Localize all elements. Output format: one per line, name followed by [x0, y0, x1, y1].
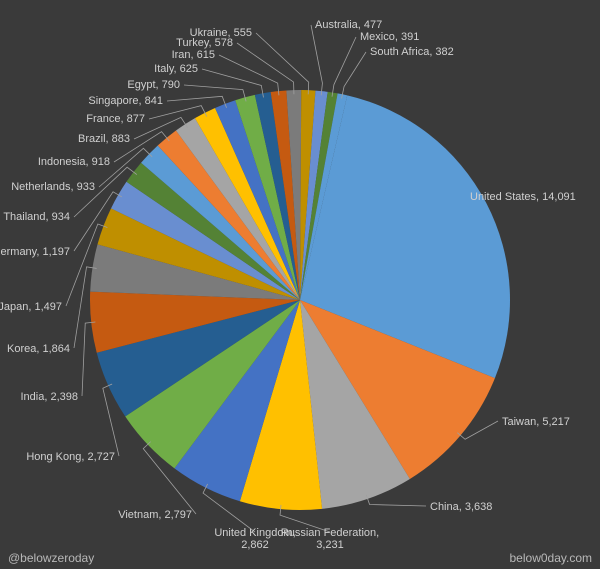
slice-label: Iran, 615 [172, 49, 215, 61]
slice-label: Taiwan, 5,217 [502, 416, 570, 428]
slice-label: India, 2,398 [21, 391, 79, 403]
slice-label: China, 3,638 [430, 501, 492, 513]
slice-label: Brazil, 883 [78, 133, 130, 145]
slice-label: France, 877 [86, 113, 145, 125]
slice-label: Japan, 1,497 [0, 301, 62, 313]
slice-label: Indonesia, 918 [38, 156, 110, 168]
slice-label: United Kingdom, [214, 527, 295, 539]
slice-label: Netherlands, 933 [11, 181, 95, 193]
footer-left: @belowzeroday [8, 551, 94, 565]
slice-label: Vietnam, 2,797 [118, 509, 192, 521]
slice-label: United States, 14,091 [470, 191, 576, 203]
slice-label: Korea, 1,864 [7, 343, 70, 355]
slice-label: Hong Kong, 2,727 [26, 451, 115, 463]
pie-chart: United States, 14,091 Taiwan, 5,217 China,… [0, 0, 600, 569]
slice-label: Australia, 477 [315, 19, 382, 31]
slice-label: Singapore, 841 [88, 95, 163, 107]
slice-label: Ukraine, 555 [190, 27, 252, 39]
slice-label: Mexico, 391 [360, 31, 419, 43]
slice-label: South Africa, 382 [370, 46, 454, 58]
slice-label: Italy, 625 [154, 63, 198, 75]
slice-label: Thailand, 934 [3, 211, 70, 223]
slice-label: 2,862 [241, 539, 269, 551]
slice-label: 3,231 [316, 539, 344, 551]
footer-right: below0day.com [510, 551, 593, 565]
slice-label: Egypt, 790 [127, 79, 180, 91]
slice-label: Germany, 1,197 [0, 246, 70, 258]
